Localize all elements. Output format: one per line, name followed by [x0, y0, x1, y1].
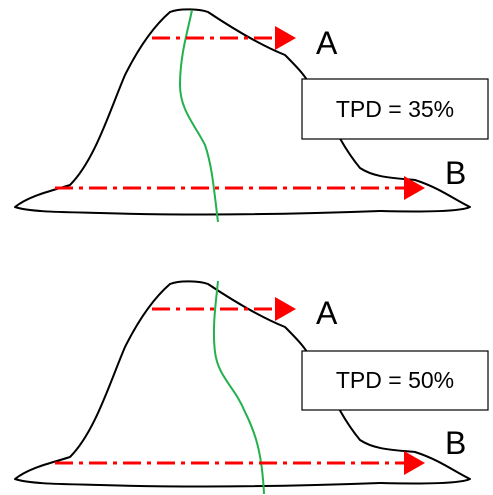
panel-bottom: A B TPD = 50% [14, 280, 489, 495]
boundary-line [212, 280, 265, 495]
tpd-text: TPD = 50% [336, 367, 454, 393]
tpd-box [301, 350, 489, 411]
label-a: A [316, 295, 338, 331]
label-b: B [445, 425, 466, 461]
boundary-line [178, 9, 219, 223]
panel-top: A B TPD = 35% [14, 8, 489, 223]
tpd-box [301, 78, 489, 140]
label-a: A [316, 25, 338, 61]
tpd-text: TPD = 35% [336, 96, 454, 122]
label-b: B [445, 155, 466, 191]
